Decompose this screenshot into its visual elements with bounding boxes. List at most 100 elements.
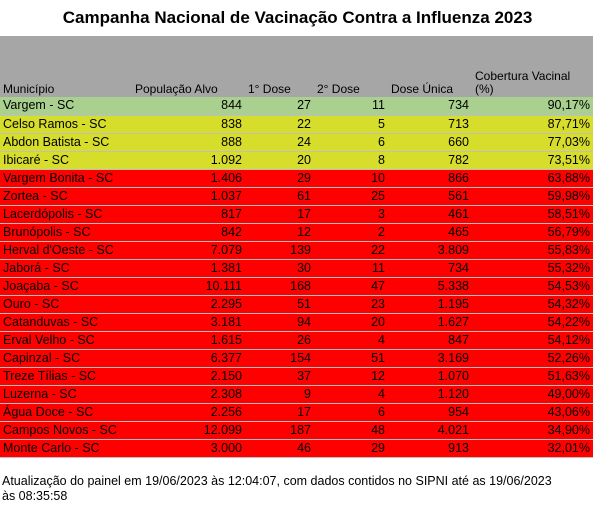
- municipio-cell: Jaborá - SC: [0, 259, 132, 278]
- column-header-municipio: Município: [0, 36, 132, 97]
- primeira-dose-cell: 46: [245, 439, 314, 458]
- cobertura-vacinal-cell: 43,06%: [472, 403, 593, 422]
- segunda-dose-cell: 4: [314, 331, 388, 350]
- municipio-cell: Lacerdópolis - SC: [0, 205, 132, 224]
- segunda-dose-cell: 20: [314, 313, 388, 332]
- dose-unica-cell: 913: [388, 439, 472, 458]
- primeira-dose-cell: 17: [245, 205, 314, 224]
- primeira-dose-cell: 26: [245, 331, 314, 350]
- dose-unica-cell: 734: [388, 259, 472, 278]
- populacao-alvo-cell: 838: [132, 115, 245, 134]
- municipio-cell: Celso Ramos - SC: [0, 115, 132, 134]
- municipio-cell: Abdon Batista - SC: [0, 133, 132, 152]
- column-header-segunda-dose: 2° Dose: [314, 36, 388, 97]
- populacao-alvo-cell: 1.037: [132, 187, 245, 206]
- table-row: Água Doce - SC 2.256 17 6 954 43,06%: [0, 403, 593, 422]
- populacao-alvo-cell: 817: [132, 205, 245, 224]
- dose-unica-cell: 1.195: [388, 295, 472, 314]
- dose-unica-cell: 3.809: [388, 241, 472, 260]
- table-row: Abdon Batista - SC 888 24 6 660 77,03%: [0, 133, 593, 152]
- primeira-dose-cell: 30: [245, 259, 314, 278]
- populacao-alvo-cell: 1.092: [132, 151, 245, 170]
- populacao-alvo-cell: 842: [132, 223, 245, 242]
- cobertura-vacinal-cell: 63,88%: [472, 169, 593, 188]
- cobertura-vacinal-cell: 54,53%: [472, 277, 593, 296]
- table-row: Celso Ramos - SC 838 22 5 713 87,71%: [0, 115, 593, 134]
- segunda-dose-cell: 6: [314, 133, 388, 152]
- populacao-alvo-cell: 2.256: [132, 403, 245, 422]
- cobertura-vacinal-cell: 58,51%: [472, 205, 593, 224]
- dose-unica-cell: 5.338: [388, 277, 472, 296]
- cobertura-vacinal-cell: 51,63%: [472, 367, 593, 386]
- cobertura-vacinal-cell: 49,00%: [472, 385, 593, 404]
- segunda-dose-cell: 11: [314, 259, 388, 278]
- municipio-cell: Vargem - SC: [0, 97, 132, 116]
- segunda-dose-cell: 2: [314, 223, 388, 242]
- table-row: Vargem Bonita - SC 1.406 29 10 866 63,88%: [0, 169, 593, 188]
- populacao-alvo-cell: 844: [132, 97, 245, 116]
- municipio-cell: Erval Velho - SC: [0, 331, 132, 350]
- primeira-dose-cell: 9: [245, 385, 314, 404]
- populacao-alvo-cell: 2.295: [132, 295, 245, 314]
- cobertura-vacinal-cell: 54,22%: [472, 313, 593, 332]
- primeira-dose-cell: 61: [245, 187, 314, 206]
- table-row: Ouro - SC 2.295 51 23 1.195 54,32%: [0, 295, 593, 314]
- cobertura-vacinal-cell: 55,32%: [472, 259, 593, 278]
- table-row: Capinzal - SC 6.377 154 51 3.169 52,26%: [0, 349, 593, 368]
- cobertura-vacinal-cell: 90,17%: [472, 97, 593, 116]
- populacao-alvo-cell: 3.181: [132, 313, 245, 332]
- municipio-cell: Vargem Bonita - SC: [0, 169, 132, 188]
- table-row: Brunópolis - SC 842 12 2 465 56,79%: [0, 223, 593, 242]
- municipio-cell: Ouro - SC: [0, 295, 132, 314]
- primeira-dose-cell: 20: [245, 151, 314, 170]
- dose-unica-cell: 1.070: [388, 367, 472, 386]
- primeira-dose-cell: 12: [245, 223, 314, 242]
- primeira-dose-cell: 94: [245, 313, 314, 332]
- table-row: Ibicaré - SC 1.092 20 8 782 73,51%: [0, 151, 593, 170]
- segunda-dose-cell: 22: [314, 241, 388, 260]
- cobertura-vacinal-cell: 32,01%: [472, 439, 593, 458]
- cobertura-vacinal-cell: 87,71%: [472, 115, 593, 134]
- column-header-cobertura-vacinal: Cobertura Vacinal (%): [472, 36, 593, 97]
- table-row: Luzerna - SC 2.308 9 4 1.120 49,00%: [0, 385, 593, 404]
- table-row: Monte Carlo - SC 3.000 46 29 913 32,01%: [0, 439, 593, 458]
- primeira-dose-cell: 168: [245, 277, 314, 296]
- populacao-alvo-cell: 12.099: [132, 421, 245, 440]
- primeira-dose-cell: 154: [245, 349, 314, 368]
- page-title: Campanha Nacional de Vacinação Contra a …: [62, 8, 533, 27]
- column-header-populacao-alvo: População Alvo: [132, 36, 245, 97]
- segunda-dose-cell: 10: [314, 169, 388, 188]
- table-row: Treze Tílias - SC 2.150 37 12 1.070 51,63%: [0, 367, 593, 386]
- cobertura-vacinal-cell: 34,90%: [472, 421, 593, 440]
- populacao-alvo-cell: 1.381: [132, 259, 245, 278]
- segunda-dose-cell: 4: [314, 385, 388, 404]
- municipio-cell: Joaçaba - SC: [0, 277, 132, 296]
- segunda-dose-cell: 29: [314, 439, 388, 458]
- table-row: Erval Velho - SC 1.615 26 4 847 54,12%: [0, 331, 593, 350]
- primeira-dose-cell: 27: [245, 97, 314, 116]
- primeira-dose-cell: 37: [245, 367, 314, 386]
- populacao-alvo-cell: 2.150: [132, 367, 245, 386]
- table-row: Joaçaba - SC 10.111 168 47 5.338 54,53%: [0, 277, 593, 296]
- municipio-cell: Água Doce - SC: [0, 403, 132, 422]
- segunda-dose-cell: 12: [314, 367, 388, 386]
- dose-unica-cell: 954: [388, 403, 472, 422]
- table-row: Herval d'Oeste - SC 7.079 139 22 3.809 55,83%: [0, 241, 593, 260]
- update-footnote: Atualização do painel em 19/06/2023 às 1…: [2, 474, 552, 503]
- cobertura-vacinal-cell: 73,51%: [472, 151, 593, 170]
- segunda-dose-cell: 8: [314, 151, 388, 170]
- populacao-alvo-cell: 3.000: [132, 439, 245, 458]
- municipio-cell: Monte Carlo - SC: [0, 439, 132, 458]
- populacao-alvo-cell: 6.377: [132, 349, 245, 368]
- populacao-alvo-cell: 1.615: [132, 331, 245, 350]
- municipio-cell: Ibicaré - SC: [0, 151, 132, 170]
- populacao-alvo-cell: 7.079: [132, 241, 245, 260]
- cobertura-vacinal-cell: 52,26%: [472, 349, 593, 368]
- cobertura-vacinal-cell: 55,83%: [472, 241, 593, 260]
- table-row: Catanduvas - SC 3.181 94 20 1.627 54,22%: [0, 313, 593, 332]
- municipio-cell: Campos Novos - SC: [0, 421, 132, 440]
- dose-unica-cell: 713: [388, 115, 472, 134]
- dose-unica-cell: 561: [388, 187, 472, 206]
- primeira-dose-cell: 22: [245, 115, 314, 134]
- dose-unica-cell: 782: [388, 151, 472, 170]
